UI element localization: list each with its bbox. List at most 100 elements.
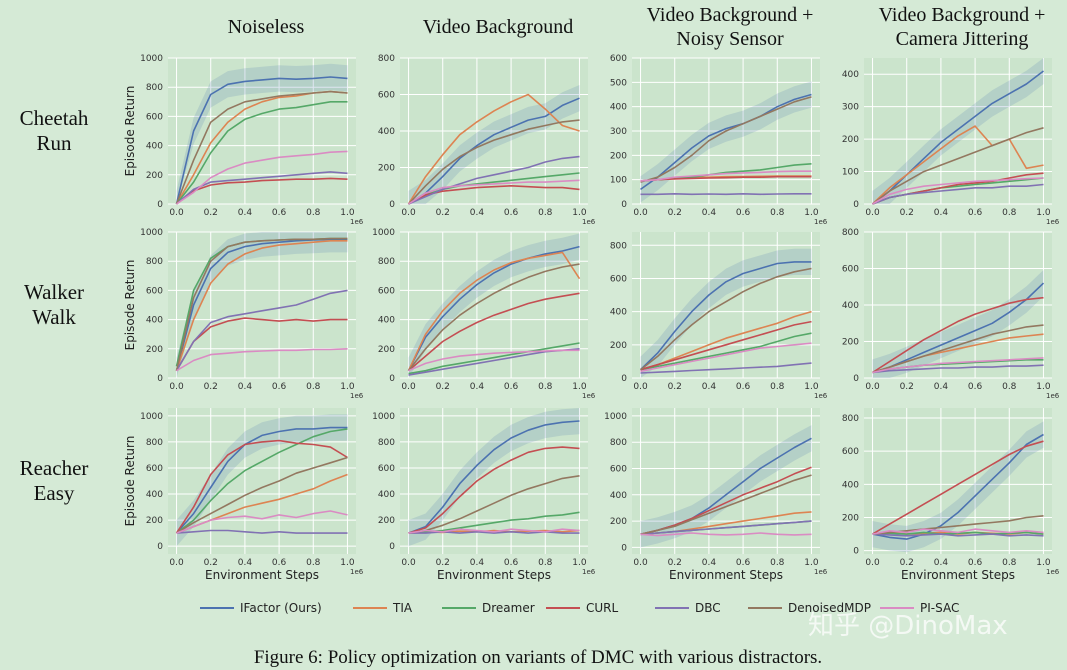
y-tick-label: 600 bbox=[146, 286, 163, 296]
x-tick-label: 0.6 bbox=[736, 382, 751, 392]
y-tick-label: 200 bbox=[610, 151, 627, 161]
y-tick-label: 200 bbox=[842, 514, 859, 524]
y-tick-label: 0 bbox=[621, 543, 627, 553]
y-tick-label: 200 bbox=[146, 171, 163, 181]
series-line bbox=[175, 426, 348, 534]
x-tick-label: 1.0 bbox=[1036, 208, 1051, 218]
series-band bbox=[872, 270, 1044, 378]
x-tick-label: 0.2 bbox=[204, 558, 218, 568]
series-line bbox=[175, 289, 348, 372]
x-scale-label: 1e6 bbox=[582, 392, 596, 400]
series-line bbox=[640, 332, 812, 371]
series-line bbox=[176, 510, 348, 534]
chart-panel: 0.0 0.2 0.4 0.6 0.8 1.0 0 200 400 600 800 1000 1e6 Ep… bbox=[123, 54, 364, 226]
series-line bbox=[175, 439, 348, 534]
series-line bbox=[872, 282, 1045, 374]
series-line bbox=[408, 530, 580, 534]
x-tick-label: 0.6 bbox=[968, 558, 983, 568]
x-tick-label: 0.2 bbox=[668, 558, 682, 568]
x-axis-label: Environment Steps bbox=[901, 568, 1015, 582]
series-line bbox=[175, 171, 348, 205]
y-axis-label: Episode Return bbox=[123, 86, 137, 177]
series-line bbox=[408, 475, 580, 534]
y-tick-label: 800 bbox=[378, 438, 395, 448]
chart-panel: 0.0 0.2 0.4 0.6 0.8 1.0 0 200 400 600 800 1000 1e6 bbox=[372, 228, 596, 400]
series-line bbox=[872, 528, 1044, 535]
series-line bbox=[640, 342, 812, 373]
chart-panel: 0.0 0.2 0.4 0.6 0.8 1.0 0 200 400 600 800 1000 1e6 En… bbox=[372, 408, 596, 582]
y-tick-label: 0 bbox=[157, 374, 163, 384]
y-tick-label: 800 bbox=[610, 438, 627, 448]
series-line bbox=[640, 310, 812, 371]
y-tick-label: 600 bbox=[842, 447, 859, 457]
y-tick-label: 0 bbox=[389, 200, 395, 210]
y-tick-label: 200 bbox=[610, 341, 627, 351]
x-scale-label: 1e6 bbox=[350, 392, 364, 400]
series-line bbox=[640, 170, 812, 182]
x-tick-label: 1.0 bbox=[1036, 382, 1051, 392]
series-line bbox=[408, 349, 580, 372]
column-titles: Noiseless Video Background Video Backgroun… bbox=[228, 4, 1046, 50]
x-tick-label: 0.0 bbox=[401, 382, 416, 392]
y-tick-label: 400 bbox=[610, 308, 627, 318]
x-tick-label: 0.4 bbox=[934, 558, 949, 568]
x-tick-label: 0.2 bbox=[668, 382, 682, 392]
row-title: Reacher Easy bbox=[20, 456, 89, 505]
y-tick-label: 100 bbox=[610, 176, 627, 186]
series-line bbox=[175, 101, 348, 205]
x-tick-label: 0.6 bbox=[504, 208, 519, 218]
chart-panel: 0.0 0.2 0.4 0.6 0.8 1.0 0 100 200 300 400 1e6 bbox=[842, 58, 1060, 226]
series-line bbox=[407, 251, 581, 372]
y-tick-label: 600 bbox=[378, 91, 395, 101]
y-tick-label: 800 bbox=[378, 54, 395, 64]
y-tick-label: 600 bbox=[378, 464, 395, 474]
y-tick-label: 600 bbox=[146, 112, 163, 122]
y-tick-label: 800 bbox=[842, 228, 859, 238]
series-line bbox=[872, 533, 1044, 537]
y-tick-label: 400 bbox=[146, 316, 163, 326]
chart-panel: 0.0 0.2 0.4 0.6 0.8 1.0 0 100 200 300 400 500 600 1e6 bbox=[610, 54, 828, 226]
y-tick-label: 800 bbox=[842, 414, 859, 424]
x-tick-label: 0.6 bbox=[504, 558, 519, 568]
x-tick-label: 0.4 bbox=[470, 208, 485, 218]
series-line bbox=[640, 193, 812, 196]
y-tick-label: 1000 bbox=[372, 228, 395, 238]
x-tick-label: 0.8 bbox=[1002, 382, 1017, 392]
y-tick-label: 400 bbox=[146, 142, 163, 152]
y-tick-label: 400 bbox=[842, 70, 859, 80]
y-tick-label: 200 bbox=[610, 517, 627, 527]
y-tick-label: 0 bbox=[157, 542, 163, 552]
series-band bbox=[408, 85, 580, 204]
series-line bbox=[176, 150, 348, 205]
y-tick-label: 400 bbox=[378, 316, 395, 326]
x-scale-label: 1e6 bbox=[582, 568, 596, 576]
y-tick-label: 1000 bbox=[140, 54, 163, 64]
series-line bbox=[175, 240, 348, 371]
series-line bbox=[407, 119, 580, 205]
x-tick-label: 0.4 bbox=[238, 208, 253, 218]
x-tick-label: 0.8 bbox=[538, 382, 553, 392]
y-tick-label: 600 bbox=[378, 286, 395, 296]
x-tick-label: 0.4 bbox=[934, 208, 949, 218]
series-band bbox=[872, 421, 1044, 553]
x-tick-label: 0.8 bbox=[306, 382, 321, 392]
x-tick-label: 0.8 bbox=[1002, 208, 1017, 218]
series-line bbox=[175, 90, 348, 205]
series-line bbox=[872, 183, 1044, 205]
y-tick-label: 400 bbox=[610, 103, 627, 113]
x-tick-label: 0.8 bbox=[538, 558, 553, 568]
x-tick-label: 0.2 bbox=[668, 208, 682, 218]
x-tick-label: 0.6 bbox=[272, 558, 287, 568]
plot-area bbox=[168, 58, 356, 204]
y-tick-label: 400 bbox=[146, 490, 163, 500]
y-tick-label: 200 bbox=[842, 135, 859, 145]
x-axis-label: Environment Steps bbox=[437, 568, 551, 582]
series-line bbox=[640, 267, 812, 371]
figure-caption: Figure 6: Policy optimization on variant… bbox=[254, 647, 822, 668]
series-line bbox=[176, 348, 348, 372]
x-tick-label: 0.0 bbox=[401, 558, 416, 568]
y-tick-label: 0 bbox=[157, 200, 163, 210]
plot-area bbox=[168, 408, 356, 554]
chart-panel: 0.0 0.2 0.4 0.6 0.8 1.0 0 200 400 600 800 1000 1e6 Ep… bbox=[123, 408, 364, 582]
